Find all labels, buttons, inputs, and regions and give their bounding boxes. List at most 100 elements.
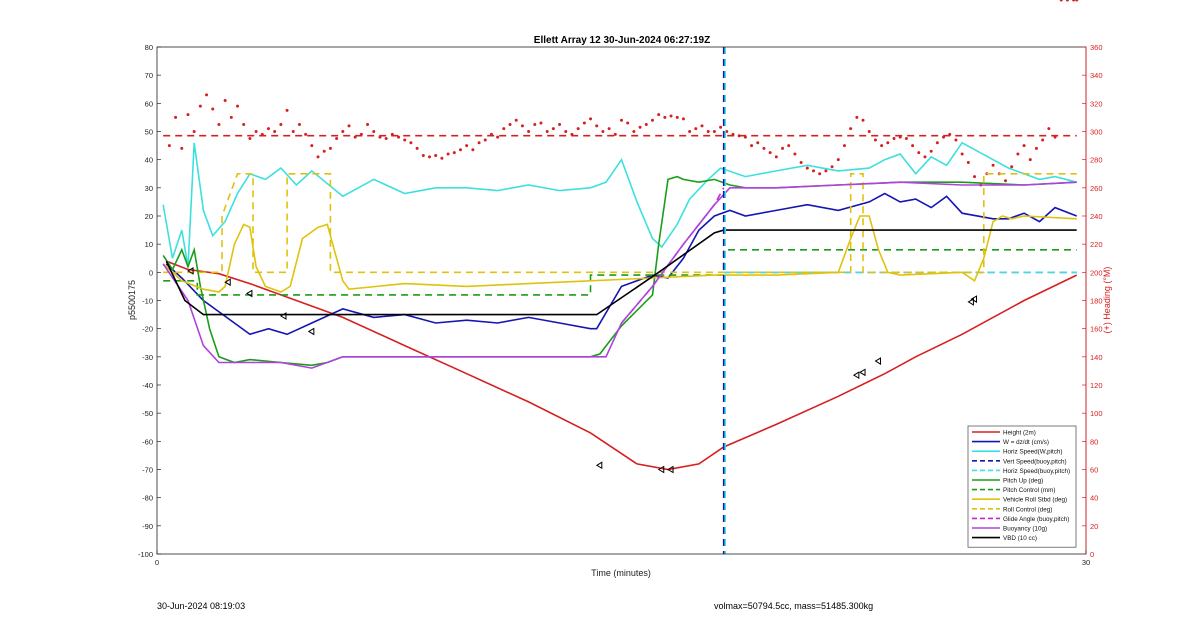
y-tick-label: -10: [142, 297, 153, 306]
series-line-2: [162, 141, 1077, 267]
heading-dot: [471, 148, 475, 152]
y2-tick-label: 0: [1090, 550, 1094, 559]
heading-dot: [768, 151, 772, 155]
y2-tick-label: 220: [1090, 240, 1103, 249]
heading-dot: [725, 130, 729, 133]
y-tick-label: -90: [142, 522, 153, 531]
heading-dot: [700, 124, 704, 128]
heading-dot: [223, 99, 227, 103]
heading-dot: [811, 169, 815, 173]
heading-dot: [632, 130, 636, 133]
heading-dot: [328, 146, 332, 150]
heading-dot: [756, 141, 760, 145]
legend-entry: Horiz Speed(buoy,pitch): [1003, 468, 1070, 475]
heading-dot: [589, 117, 593, 121]
y2-axis-label: (+) Heading (°M): [1102, 267, 1112, 334]
heading-dot: [793, 152, 797, 156]
heading-dot: [712, 130, 716, 133]
heading-dot: [650, 118, 654, 122]
heading-dot: [861, 118, 865, 122]
y-tick-label: -50: [142, 409, 153, 418]
heading-dot: [483, 138, 487, 142]
heading-dot: [1047, 127, 1051, 131]
event-marker: [187, 267, 194, 275]
heading-dot: [706, 130, 710, 133]
heading-dot: [966, 160, 970, 164]
series-line-1: [165, 192, 1077, 336]
series-line-5: [162, 175, 1077, 367]
y-tick-label: -60: [142, 437, 153, 446]
legend-entry: Glide Angle (buoy,pitch): [1003, 516, 1069, 523]
heading-dot: [818, 172, 822, 176]
heading-dot: [520, 124, 524, 128]
chart-title: Ellett Array 12 30-Jun-2024 06:27:19Z: [534, 35, 710, 46]
event-marker: [667, 465, 674, 474]
event-marker: [307, 327, 315, 336]
heading-dot: [458, 148, 462, 152]
heading-dot: [285, 108, 289, 112]
legend-box: [967, 425, 1077, 548]
y-tick-label: 80: [145, 43, 153, 52]
heading-dot: [1010, 165, 1014, 169]
heading-dot: [626, 121, 630, 125]
heading-dot: [310, 144, 314, 148]
heading-dot: [787, 144, 791, 148]
heading-dot: [595, 124, 599, 128]
event-marker: [657, 465, 665, 474]
series-line-7: [162, 215, 1077, 293]
legend: Height (2m) W = dz/dt (cm/s) Horiz Speed(W…: [967, 425, 1077, 548]
heading-dot: [694, 127, 698, 131]
heading-dot: [322, 149, 326, 153]
heading-dot: [991, 163, 995, 167]
heading-dot: [613, 132, 617, 136]
heading-dot: [236, 104, 240, 108]
heading-dot: [452, 151, 456, 155]
heading-dot: [657, 113, 661, 117]
y2-tick-label: 320: [1090, 99, 1103, 108]
event-marker: [595, 461, 603, 470]
event-marker: [245, 289, 253, 298]
y2-tick-label: 80: [1090, 437, 1098, 446]
x-tick-label: 30: [1082, 558, 1090, 567]
heading-dot: [527, 130, 531, 133]
y2-tick-label: 280: [1090, 156, 1103, 165]
heading-dot: [496, 135, 500, 139]
series-layer: [162, 0, 1079, 554]
y-tick-label: 60: [145, 99, 153, 108]
heading-dot: [564, 130, 568, 133]
event-marker: [874, 357, 882, 365]
heading-dot: [539, 121, 543, 125]
heading-dot: [180, 146, 184, 150]
legend-entry: Roll Control (deg): [1003, 506, 1052, 513]
heading-dot: [273, 130, 277, 133]
heading-dot: [1034, 146, 1038, 150]
y-tick-label: -40: [142, 381, 153, 390]
heading-dot: [904, 137, 908, 141]
y2-tick-label: 120: [1090, 381, 1103, 390]
heading-dot: [192, 130, 196, 133]
heading-dot: [849, 127, 853, 131]
heading-dot: [421, 153, 425, 157]
heading-dot: [762, 146, 766, 150]
footer-timestamp: 30-Jun-2024 08:19:03: [157, 601, 246, 611]
y-tick-label: 0: [149, 268, 153, 277]
event-marker: [852, 371, 860, 380]
y-tick-label: -30: [142, 353, 153, 362]
footer-volmax-mass: volmax=50794.5cc, mass=51485.300kg: [714, 601, 874, 611]
legend-entry: Horiz Speed(W,pitch): [1003, 449, 1063, 456]
y-tick-label: -20: [142, 325, 153, 334]
heading-dot: [781, 146, 785, 150]
legend-entry: Pitch Up (deg): [1003, 478, 1043, 485]
legend-entry: Height (2m): [1003, 430, 1036, 437]
heading-dot: [663, 115, 667, 119]
heading-dot: [824, 169, 828, 173]
y2-tick-label: 300: [1090, 128, 1103, 137]
event-marker: [279, 312, 287, 320]
y-tick-label: 20: [145, 212, 153, 221]
heading-dot: [1065, 0, 1069, 2]
series-line-8: [163, 173, 1077, 274]
y2-tick-label: 100: [1090, 409, 1103, 418]
heading-dot: [638, 125, 642, 129]
y2-tick-label: 180: [1090, 297, 1103, 306]
